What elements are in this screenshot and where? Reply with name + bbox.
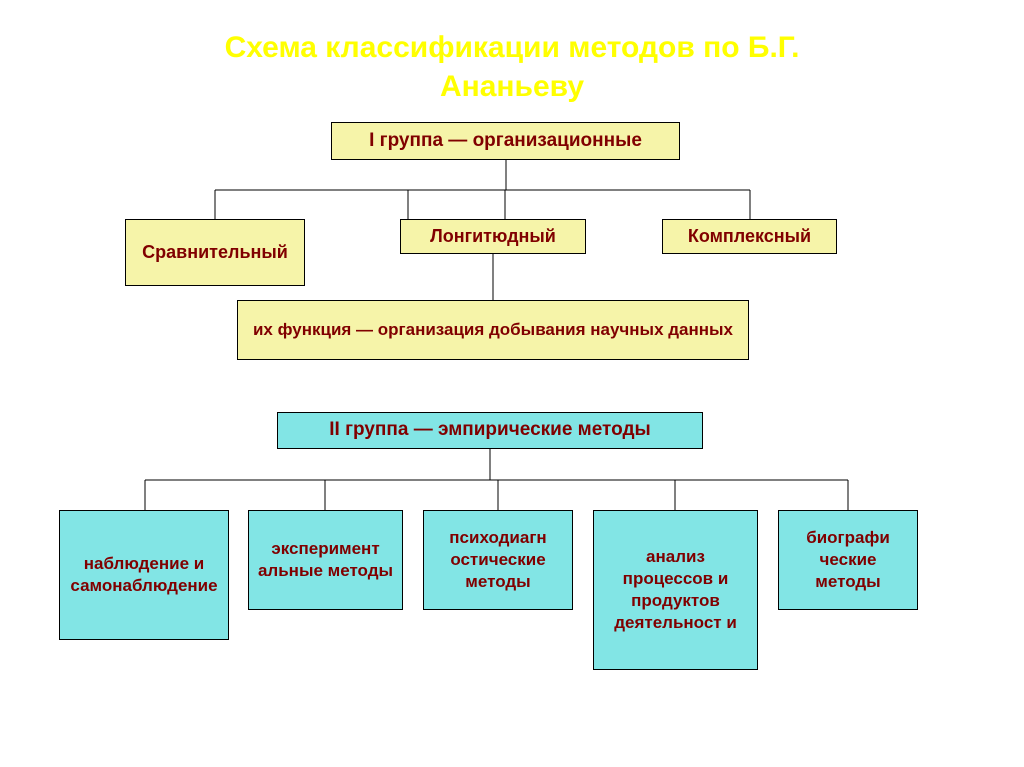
group2-child-label: анализ процессов и продуктов деятельност… <box>600 546 751 634</box>
group2-header-text: II группа — эмпирические методы <box>329 418 651 443</box>
diagram-title: Схема классификации методов по Б.Г. Анан… <box>0 0 1024 106</box>
group1-footer: их функция — организация добывания научн… <box>237 300 749 360</box>
group2-child-label: биографи ческие методы <box>785 527 911 593</box>
group2-child-label: наблюдение и самонаблюдение <box>66 553 222 597</box>
group1-header: I группа — организационные <box>331 122 680 160</box>
group1-header-text: I группа — организационные <box>369 129 642 154</box>
group2-connectors <box>0 0 1024 767</box>
group2-header: II группа — эмпирические методы <box>277 412 703 449</box>
group2-child-experimental: эксперимент альные методы <box>248 510 403 610</box>
group2-child-observation: наблюдение и самонаблюдение <box>59 510 229 640</box>
group2-child-biographical: биографи ческие методы <box>778 510 918 610</box>
title-line2: Ананьеву <box>440 70 584 103</box>
group1-child-complex: Комплексный <box>662 219 837 254</box>
group2-child-analysis: анализ процессов и продуктов деятельност… <box>593 510 758 670</box>
title-line1: Схема классификации методов по Б.Г. <box>225 31 800 64</box>
group1-child-label: Лонгитюдный <box>430 225 556 248</box>
group2-child-label: эксперимент альные методы <box>255 538 396 582</box>
group2-child-psychodiagnostic: психодиагн остические методы <box>423 510 573 610</box>
group1-child-label: Комплексный <box>688 225 811 248</box>
group1-child-longitudinal: Лонгитюдный <box>400 219 586 254</box>
group1-connectors <box>0 0 1024 767</box>
group1-child-label: Сравнительный <box>142 241 288 264</box>
group1-child-comparative: Сравнительный <box>125 219 305 286</box>
group2-child-label: психодиагн остические методы <box>430 527 566 593</box>
group1-footer-text: их функция — организация добывания научн… <box>253 319 733 341</box>
